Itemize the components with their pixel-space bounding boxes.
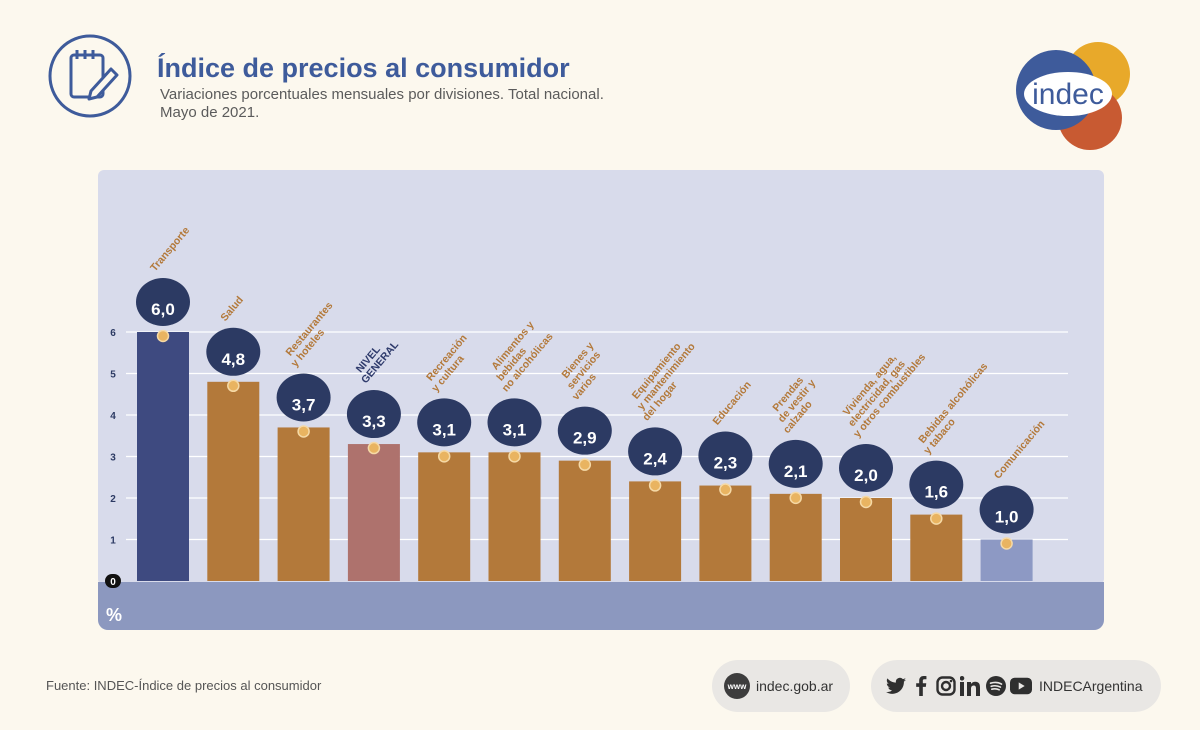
bar: [629, 481, 682, 581]
bar: [699, 485, 752, 581]
bar-marker: [227, 379, 240, 393]
value-bubble: [979, 485, 1034, 534]
value-bubble: [346, 390, 401, 439]
bar-marker: [930, 512, 943, 525]
value-label: 2,3: [714, 454, 738, 473]
value-label: 6,0: [151, 300, 175, 319]
bar-marker: [719, 483, 732, 496]
youtube-icon[interactable]: [1010, 675, 1032, 697]
value-label: 2,4: [643, 449, 667, 468]
value-label: 4,8: [221, 350, 245, 369]
bar: [277, 427, 330, 581]
bar: [347, 444, 400, 581]
y-tick-label: 5: [110, 370, 116, 381]
y-tick-label: 2: [110, 494, 116, 505]
value-bubble: [839, 444, 893, 492]
bar-marker: [508, 450, 521, 463]
value-bubble: [206, 327, 261, 376]
page-title: Índice de precios al consumidor: [157, 53, 570, 83]
page-subtitle: Variaciones porcentuales mensuales por d…: [160, 86, 604, 122]
social-handle: INDECArgentina: [1039, 678, 1143, 694]
facebook-icon[interactable]: [910, 675, 932, 697]
value-bubble: [136, 278, 190, 326]
y-tick-label: 4: [110, 411, 116, 422]
value-label: 2,0: [854, 466, 878, 485]
value-label: 1,0: [995, 508, 1019, 527]
notepad-pencil-icon: [48, 34, 132, 118]
y-tick-label: 3: [110, 453, 116, 464]
bar: [137, 332, 189, 581]
bar-marker: [648, 479, 662, 492]
bar-marker: [367, 441, 381, 455]
value-label: 3,1: [503, 420, 527, 439]
bar-marker: [156, 329, 170, 343]
value-bubble: [417, 398, 472, 447]
spotify-icon[interactable]: [985, 675, 1007, 697]
bar-marker: [437, 450, 451, 463]
y-tick-label: 1: [110, 536, 116, 547]
instagram-icon[interactable]: [935, 675, 957, 697]
value-label: 2,9: [573, 429, 597, 448]
value-label: 3,7: [292, 395, 316, 414]
value-bubble: [276, 373, 331, 422]
value-bubble: [628, 427, 683, 476]
www-icon: www: [724, 673, 750, 699]
value-bubble: [557, 406, 612, 455]
twitter-icon[interactable]: [885, 675, 907, 697]
source-note: Fuente: INDEC-Índice de precios al consu…: [46, 678, 322, 693]
bar-marker: [789, 491, 802, 505]
bar: [418, 452, 471, 581]
bar: [840, 498, 892, 581]
value-label: 3,1: [432, 420, 456, 439]
subtitle-line-1: Variaciones porcentuales mensuales por d…: [160, 86, 604, 103]
y-tick-label: 0: [110, 577, 116, 588]
logo-text: indec: [1032, 78, 1104, 111]
value-bubble: [698, 431, 753, 480]
website-link[interactable]: www indec.gob.ar: [712, 660, 850, 712]
bar-marker: [1000, 537, 1013, 550]
y-tick-marker: [105, 574, 121, 588]
bar: [207, 381, 260, 581]
value-label: 3,3: [362, 412, 386, 431]
bar: [488, 452, 541, 581]
y-axis-unit: %: [106, 605, 122, 625]
website-text: indec.gob.ar: [756, 678, 834, 694]
value-bubble: [487, 398, 542, 447]
value-bubble: [909, 460, 964, 509]
subtitle-line-2: Mayo de 2021.: [160, 104, 260, 121]
value-label: 2,1: [784, 462, 808, 481]
linkedin-icon[interactable]: [960, 675, 982, 697]
social-links[interactable]: INDECArgentina: [871, 660, 1161, 712]
bar-marker: [297, 425, 310, 438]
y-tick-label: 6: [110, 328, 116, 339]
bar: [769, 493, 822, 581]
value-bubble: [768, 439, 823, 488]
indec-logo: indec: [1016, 42, 1130, 150]
bar-marker: [578, 458, 592, 471]
value-label: 1,6: [924, 483, 948, 502]
bar: [558, 460, 611, 581]
bar: [910, 514, 963, 581]
bar-marker: [859, 495, 873, 509]
